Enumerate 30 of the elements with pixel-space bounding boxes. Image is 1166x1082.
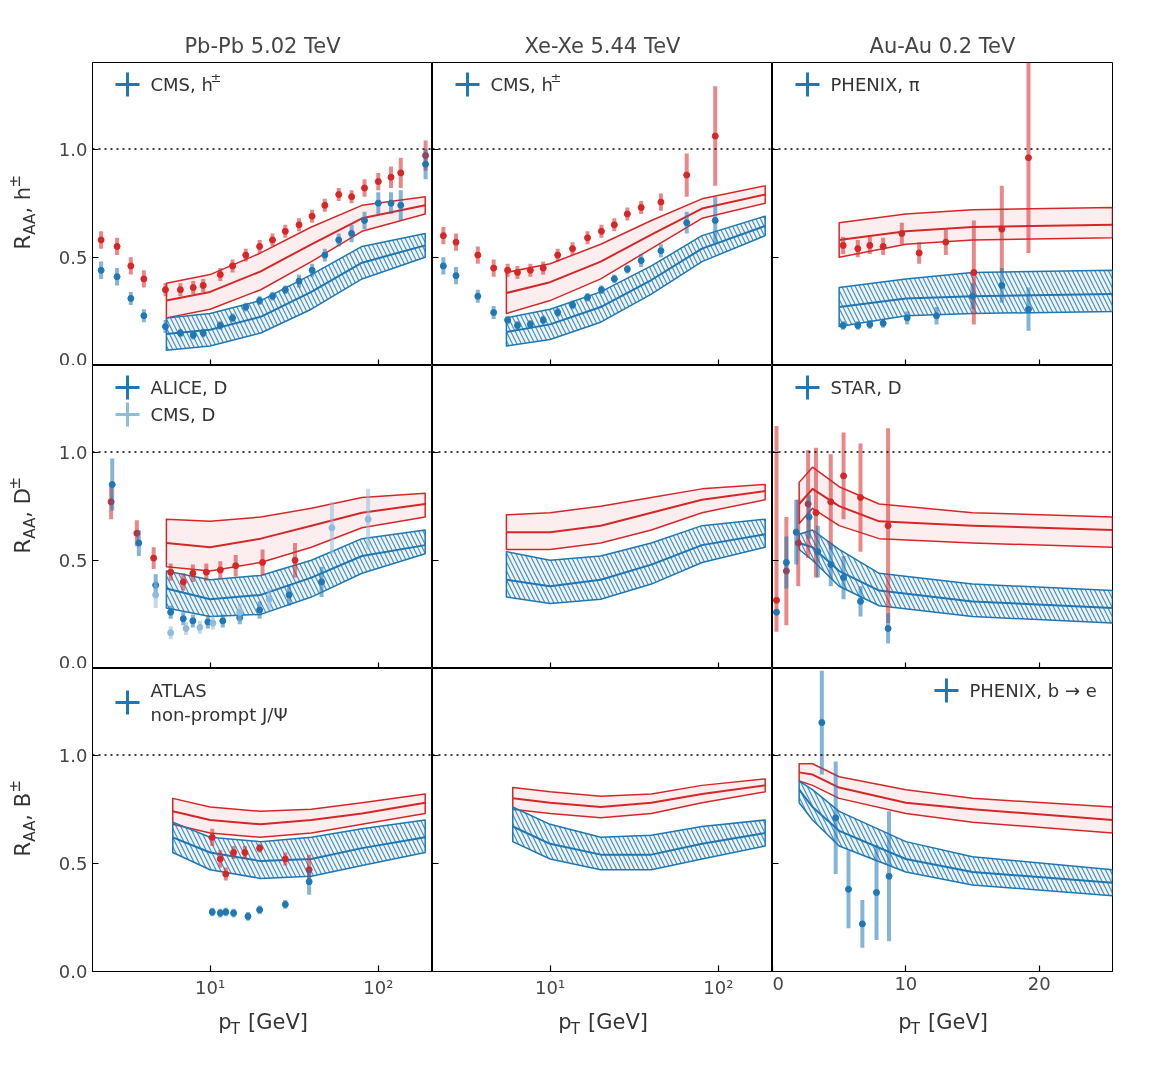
- y-axis-title: RAA, B±: [5, 779, 40, 857]
- y-tick-label: 0.0: [58, 961, 88, 982]
- chart-title: Pb-Pb 5.02 TeV: [184, 33, 342, 58]
- legend-label: ALICE, D: [150, 377, 228, 398]
- legend-label: PHENIX, b → e: [969, 680, 1097, 701]
- y-tick-label: 0.5: [58, 246, 88, 268]
- legend-label: STAR, D: [830, 377, 902, 398]
- x-tick-label: 10²: [363, 976, 394, 998]
- y-tick-label: 0.0: [58, 651, 88, 673]
- x-tick-label: 10¹: [535, 976, 566, 998]
- legend-label: ATLAS non-prompt J/Ψ: [150, 680, 288, 725]
- legend-label: CMS, h±: [490, 70, 562, 95]
- legend-label: CMS, D: [150, 404, 216, 425]
- legend-label: PHENIX, π: [830, 74, 920, 95]
- chart-title: Au-Au 0.2 TeV: [869, 33, 1017, 58]
- y-tick-label: 0.5: [58, 852, 88, 874]
- y-axis-title: RAA, h±: [5, 174, 40, 250]
- y-tick-label: 1.0: [58, 138, 88, 160]
- x-tick-label: 10: [894, 972, 918, 994]
- legend-label: CMS, h±: [150, 70, 222, 95]
- y-tick-label: 0.0: [58, 348, 88, 370]
- y-axis-title: RAA, D±: [5, 476, 40, 554]
- x-tick-label: 10²: [703, 976, 734, 998]
- x-tick-label: 0: [772, 972, 784, 994]
- y-tick-label: 1.0: [58, 441, 88, 463]
- y-tick-label: 1.0: [58, 744, 88, 766]
- chart-title: Xe-Xe 5.44 TeV: [524, 33, 682, 58]
- x-tick-label: 20: [1027, 972, 1051, 994]
- y-tick-label: 0.5: [58, 549, 88, 571]
- x-tick-label: 10¹: [195, 976, 226, 998]
